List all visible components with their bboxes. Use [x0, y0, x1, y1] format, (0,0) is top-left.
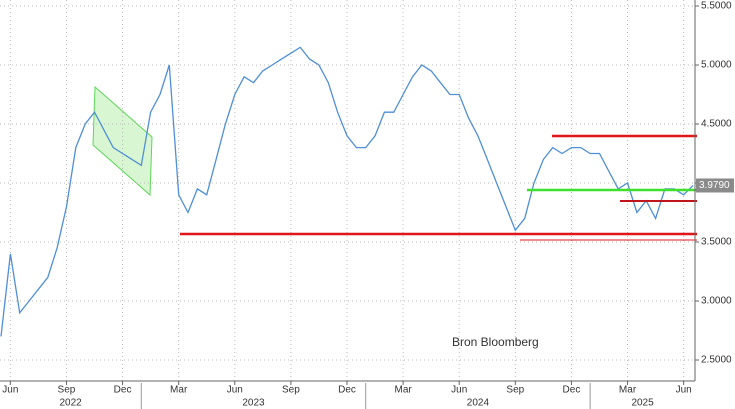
- x-tick-label: Sep: [282, 385, 300, 396]
- year-label: 2025: [631, 398, 654, 409]
- last-value-box: [696, 178, 734, 193]
- year-label: 2024: [467, 398, 490, 409]
- y-tick-label: 5.5000: [701, 1, 732, 12]
- x-tick-label: Jun: [227, 385, 243, 396]
- y-tick-label: 3.0000: [701, 296, 732, 307]
- year-label: 2022: [60, 398, 83, 409]
- x-tick-label: Mar: [170, 385, 188, 396]
- source: Bron Bloomberg: [452, 335, 539, 349]
- x-tick-label: Dec: [338, 385, 356, 396]
- year-label: 2023: [242, 398, 265, 409]
- y-tick-label: 5.0000: [701, 60, 732, 71]
- price-line: [0, 46, 694, 337]
- x-tick-label: Dec: [563, 385, 581, 396]
- x-tick-label: Jun: [451, 385, 467, 396]
- y-tick-label: 3.5000: [701, 237, 732, 248]
- x-tick-label: Mar: [619, 385, 637, 396]
- x-tick-label: Jun: [2, 385, 18, 396]
- last-value-label: 3.9790: [699, 180, 730, 191]
- y-tick-label: 2.5000: [701, 355, 732, 366]
- y-tick-label: 4.5000: [701, 119, 732, 130]
- x-tick-label: Jun: [676, 385, 692, 396]
- x-tick-label: Mar: [394, 385, 412, 396]
- x-tick-label: Dec: [114, 385, 132, 396]
- x-tick-label: Sep: [58, 385, 76, 396]
- x-tick-label: Sep: [506, 385, 524, 396]
- plot: [0, 0, 695, 381]
